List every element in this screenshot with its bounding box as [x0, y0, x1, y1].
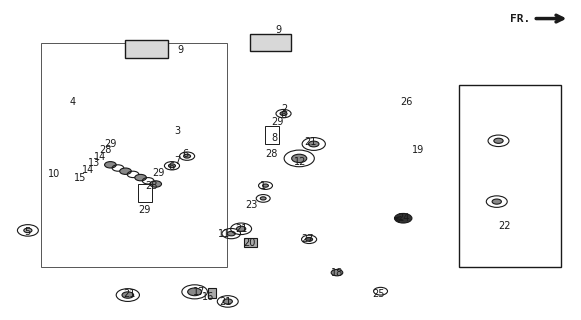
Text: 25: 25 [372, 289, 385, 299]
Text: 6: 6 [168, 162, 174, 172]
Text: 9: 9 [177, 44, 183, 55]
Text: 18: 18 [331, 268, 343, 278]
Circle shape [105, 162, 116, 168]
Text: 12: 12 [293, 156, 306, 167]
Bar [250, 34, 290, 51]
Text: FR.: FR. [510, 14, 530, 24]
Text: 6: 6 [281, 110, 286, 120]
Bar [125, 40, 168, 58]
Text: 16: 16 [202, 292, 214, 302]
Text: 29: 29 [271, 116, 284, 127]
Circle shape [394, 213, 412, 223]
Text: 23: 23 [245, 200, 257, 210]
Text: 21: 21 [235, 224, 248, 234]
Text: 21: 21 [304, 137, 317, 148]
Text: 28: 28 [266, 148, 278, 159]
Circle shape [168, 164, 175, 168]
Text: 10: 10 [48, 169, 60, 180]
Text: 4: 4 [70, 97, 76, 108]
Text: 20: 20 [243, 238, 256, 248]
Text: 11: 11 [217, 229, 230, 239]
Text: 1: 1 [260, 180, 266, 191]
Text: 21: 21 [219, 297, 232, 308]
Text: 2: 2 [282, 104, 288, 114]
Text: 24: 24 [397, 212, 410, 223]
Text: 19: 19 [412, 145, 425, 156]
Text: 14: 14 [82, 165, 95, 175]
Circle shape [492, 199, 501, 204]
Circle shape [306, 237, 313, 241]
Circle shape [292, 154, 307, 163]
Circle shape [263, 184, 268, 187]
Text: 13: 13 [88, 158, 101, 168]
Circle shape [236, 226, 246, 231]
Text: 29: 29 [152, 168, 164, 178]
Text: 22: 22 [498, 220, 511, 231]
Text: 5: 5 [24, 227, 30, 237]
Circle shape [309, 141, 319, 147]
Circle shape [223, 299, 232, 304]
Circle shape [227, 231, 235, 236]
Circle shape [494, 138, 503, 143]
Bar [138, 184, 152, 202]
Text: 27: 27 [302, 234, 314, 244]
Circle shape [24, 228, 32, 233]
Circle shape [188, 288, 202, 296]
Text: 7: 7 [174, 156, 180, 166]
Text: 26: 26 [400, 97, 413, 108]
Bar [208, 288, 216, 298]
Text: 8: 8 [271, 132, 277, 143]
Text: 28: 28 [145, 180, 157, 191]
Text: 21: 21 [123, 289, 135, 299]
Circle shape [184, 154, 191, 158]
Circle shape [150, 181, 162, 187]
Text: 6: 6 [183, 149, 189, 159]
Bar [244, 238, 257, 247]
Circle shape [120, 168, 131, 174]
Text: 28: 28 [99, 145, 112, 156]
Text: 9: 9 [276, 25, 282, 36]
Circle shape [331, 269, 343, 276]
Circle shape [260, 197, 266, 200]
Text: 3: 3 [174, 126, 180, 136]
Circle shape [280, 112, 287, 116]
Text: 29: 29 [104, 139, 117, 149]
Bar [459, 85, 561, 267]
Text: 17: 17 [192, 287, 205, 297]
Text: 14: 14 [94, 152, 106, 162]
Circle shape [135, 174, 146, 181]
Circle shape [122, 292, 134, 298]
Text: 29: 29 [138, 204, 150, 215]
Text: 15: 15 [74, 172, 87, 183]
Bar [265, 126, 279, 144]
Bar [41, 43, 227, 267]
